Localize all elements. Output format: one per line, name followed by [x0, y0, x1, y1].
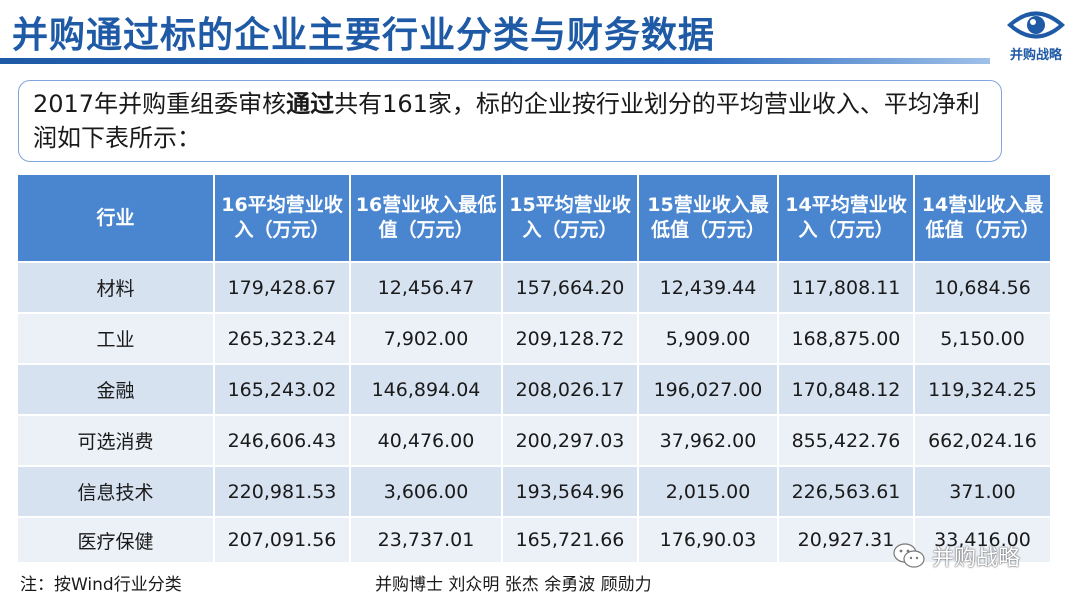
column-header: 16平均营业收入（万元）: [214, 175, 351, 262]
value-cell: 7,902.00: [350, 312, 503, 364]
table-row: 可选消费 246,606.43 40,476.00 200,297.03 37,…: [18, 414, 1050, 466]
value-cell: 10,684.56: [914, 261, 1050, 313]
value-cell: 176,90.03: [638, 516, 779, 562]
watermark-text: 并购战略: [932, 546, 1021, 571]
value-cell: 165,721.66: [502, 516, 639, 562]
value-cell: 2,015.00: [638, 465, 779, 517]
watermark: 并购战略: [892, 540, 1020, 572]
page-title: 并购通过标的企业主要行业分类与财务数据: [12, 15, 716, 56]
brand-logo: 并购战略: [1000, 8, 1072, 70]
value-cell: 119,324.25: [914, 363, 1050, 415]
value-cell: 209,128.72: [502, 312, 639, 364]
column-header: 行业: [18, 175, 215, 262]
eye-icon: [1007, 11, 1065, 39]
value-cell: 207,091.56: [214, 516, 351, 562]
table-row: 金融 165,243.02 146,894.04 208,026.17 196,…: [18, 363, 1050, 415]
value-cell: 662,024.16: [914, 414, 1050, 466]
authors: 并购博士 刘众明 张杰 余勇波 顾勋力: [375, 575, 652, 595]
column-header: 14平均营业收入（万元）: [778, 175, 915, 262]
value-cell: 226,563.61: [778, 465, 915, 517]
value-cell: 220,981.53: [214, 465, 351, 517]
column-header: 16营业收入最低值（万元）: [350, 175, 503, 262]
industry-cell: 可选消费: [18, 414, 215, 466]
value-cell: 5,909.00: [638, 312, 779, 364]
table-row: 工业 265,323.24 7,902.00 209,128.72 5,909.…: [18, 312, 1050, 364]
value-cell: 5,150.00: [914, 312, 1050, 364]
column-header: 15平均营业收入（万元）: [502, 175, 639, 262]
intro-text-after: 共有161家，标的企业按行业划分的平均营业收入、平均净利润如下表所示：: [33, 90, 980, 152]
value-cell: 855,422.76: [778, 414, 915, 466]
value-cell: 265,323.24: [214, 312, 351, 364]
value-cell: 196,027.00: [638, 363, 779, 415]
intro-text-before: 2017年并购重组委审核: [33, 90, 287, 118]
table-header-row: 行业 16平均营业收入（万元） 16营业收入最低值（万元） 15平均营业收入（万…: [18, 175, 1050, 262]
footnote: 注：按Wind行业分类: [20, 575, 182, 595]
intro-text-bold: 通过: [286, 90, 335, 118]
column-header: 14营业收入最低值（万元）: [914, 175, 1050, 262]
table-row: 信息技术 220,981.53 3,606.00 193,564.96 2,01…: [18, 465, 1050, 517]
value-cell: 40,476.00: [350, 414, 503, 466]
value-cell: 246,606.43: [214, 414, 351, 466]
value-cell: 20,927.31: [778, 516, 915, 562]
value-cell: 208,026.17: [502, 363, 639, 415]
value-cell: 179,428.67: [214, 261, 351, 313]
value-cell: 193,564.96: [502, 465, 639, 517]
value-cell: 165,243.02: [214, 363, 351, 415]
intro-box: 2017年并购重组委审核通过共有161家，标的企业按行业划分的平均营业收入、平均…: [18, 80, 1002, 162]
value-cell: 33,416.00: [914, 516, 1050, 562]
industry-cell: 金融: [18, 363, 215, 415]
table-row: 材料 179,428.67 12,456.47 157,664.20 12,43…: [18, 261, 1050, 313]
value-cell: 168,875.00: [778, 312, 915, 364]
table-row: 医疗保健 207,091.56 23,737.01 165,721.66 176…: [18, 516, 1050, 562]
value-cell: 12,439.44: [638, 261, 779, 313]
value-cell: 3,606.00: [350, 465, 503, 517]
industry-cell: 信息技术: [18, 465, 215, 517]
industry-financial-table: 行业 16平均营业收入（万元） 16营业收入最低值（万元） 15平均营业收入（万…: [18, 175, 1050, 562]
column-header: 15营业收入最低值（万元）: [638, 175, 779, 262]
title-underline: [0, 58, 990, 64]
industry-cell: 医疗保健: [18, 516, 215, 562]
value-cell: 146,894.04: [350, 363, 503, 415]
value-cell: 117,808.11: [778, 261, 915, 313]
value-cell: 170,848.12: [778, 363, 915, 415]
value-cell: 157,664.20: [502, 261, 639, 313]
industry-cell: 材料: [18, 261, 215, 313]
industry-cell: 工业: [18, 312, 215, 364]
logo-text: 并购战略: [1009, 48, 1062, 63]
value-cell: 23,737.01: [350, 516, 503, 562]
wechat-icon: [893, 543, 925, 568]
value-cell: 200,297.03: [502, 414, 639, 466]
value-cell: 371.00: [914, 465, 1050, 517]
value-cell: 37,962.00: [638, 414, 779, 466]
value-cell: 12,456.47: [350, 261, 503, 313]
